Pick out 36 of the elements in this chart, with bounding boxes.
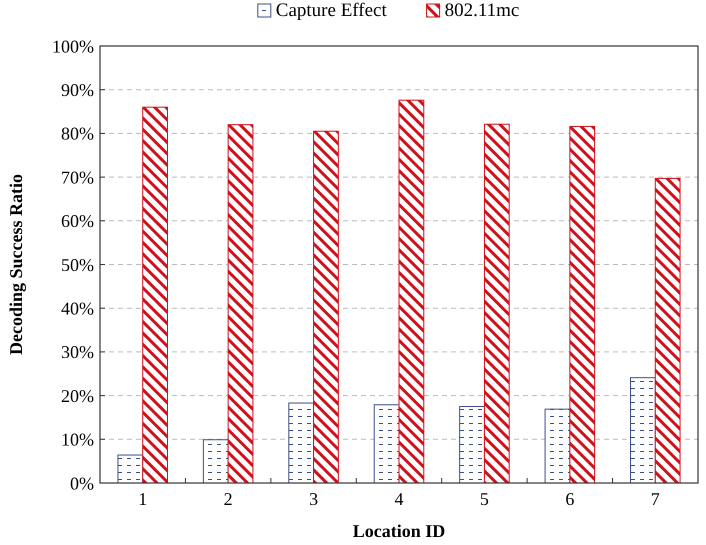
bar	[630, 377, 656, 484]
bar	[142, 106, 168, 484]
legend-label: Capture Effect	[276, 0, 388, 21]
bar	[117, 454, 144, 484]
bar	[288, 402, 314, 484]
bar	[202, 439, 229, 484]
x-tick-label: 2	[224, 489, 233, 509]
bar	[484, 124, 510, 484]
x-axis-title: Location ID	[352, 521, 446, 541]
bar	[374, 404, 400, 484]
y-tick-label: 10%	[61, 430, 94, 450]
y-axis-title: Decoding Success Ratio	[6, 174, 26, 355]
y-tick-label: 0%	[70, 473, 94, 494]
bar	[398, 100, 424, 484]
y-tick-label: 40%	[61, 298, 94, 318]
y-tick-label: 50%	[61, 254, 94, 275]
bar	[654, 178, 681, 484]
y-tick-label: 100%	[52, 36, 94, 56]
y-tick-label: 20%	[61, 386, 94, 406]
x-tick-label: 7	[650, 489, 660, 509]
y-tick-label: 60%	[61, 211, 94, 232]
bar	[228, 124, 254, 484]
bar	[459, 406, 485, 484]
x-tick-label: 3	[309, 489, 318, 509]
legend-label: 802.11mc	[444, 0, 520, 21]
x-tick-label: 1	[138, 489, 148, 509]
bar	[569, 126, 596, 484]
x-tick-label: 6	[565, 489, 574, 509]
y-tick-label: 90%	[61, 80, 94, 100]
y-tick-label: 80%	[61, 124, 94, 144]
bar	[544, 408, 570, 484]
x-tick-label: 5	[480, 489, 489, 509]
y-tick-label: 30%	[61, 342, 94, 362]
bar	[313, 130, 339, 484]
y-tick-label: 70%	[61, 167, 94, 188]
x-tick-label: 4	[394, 489, 404, 509]
